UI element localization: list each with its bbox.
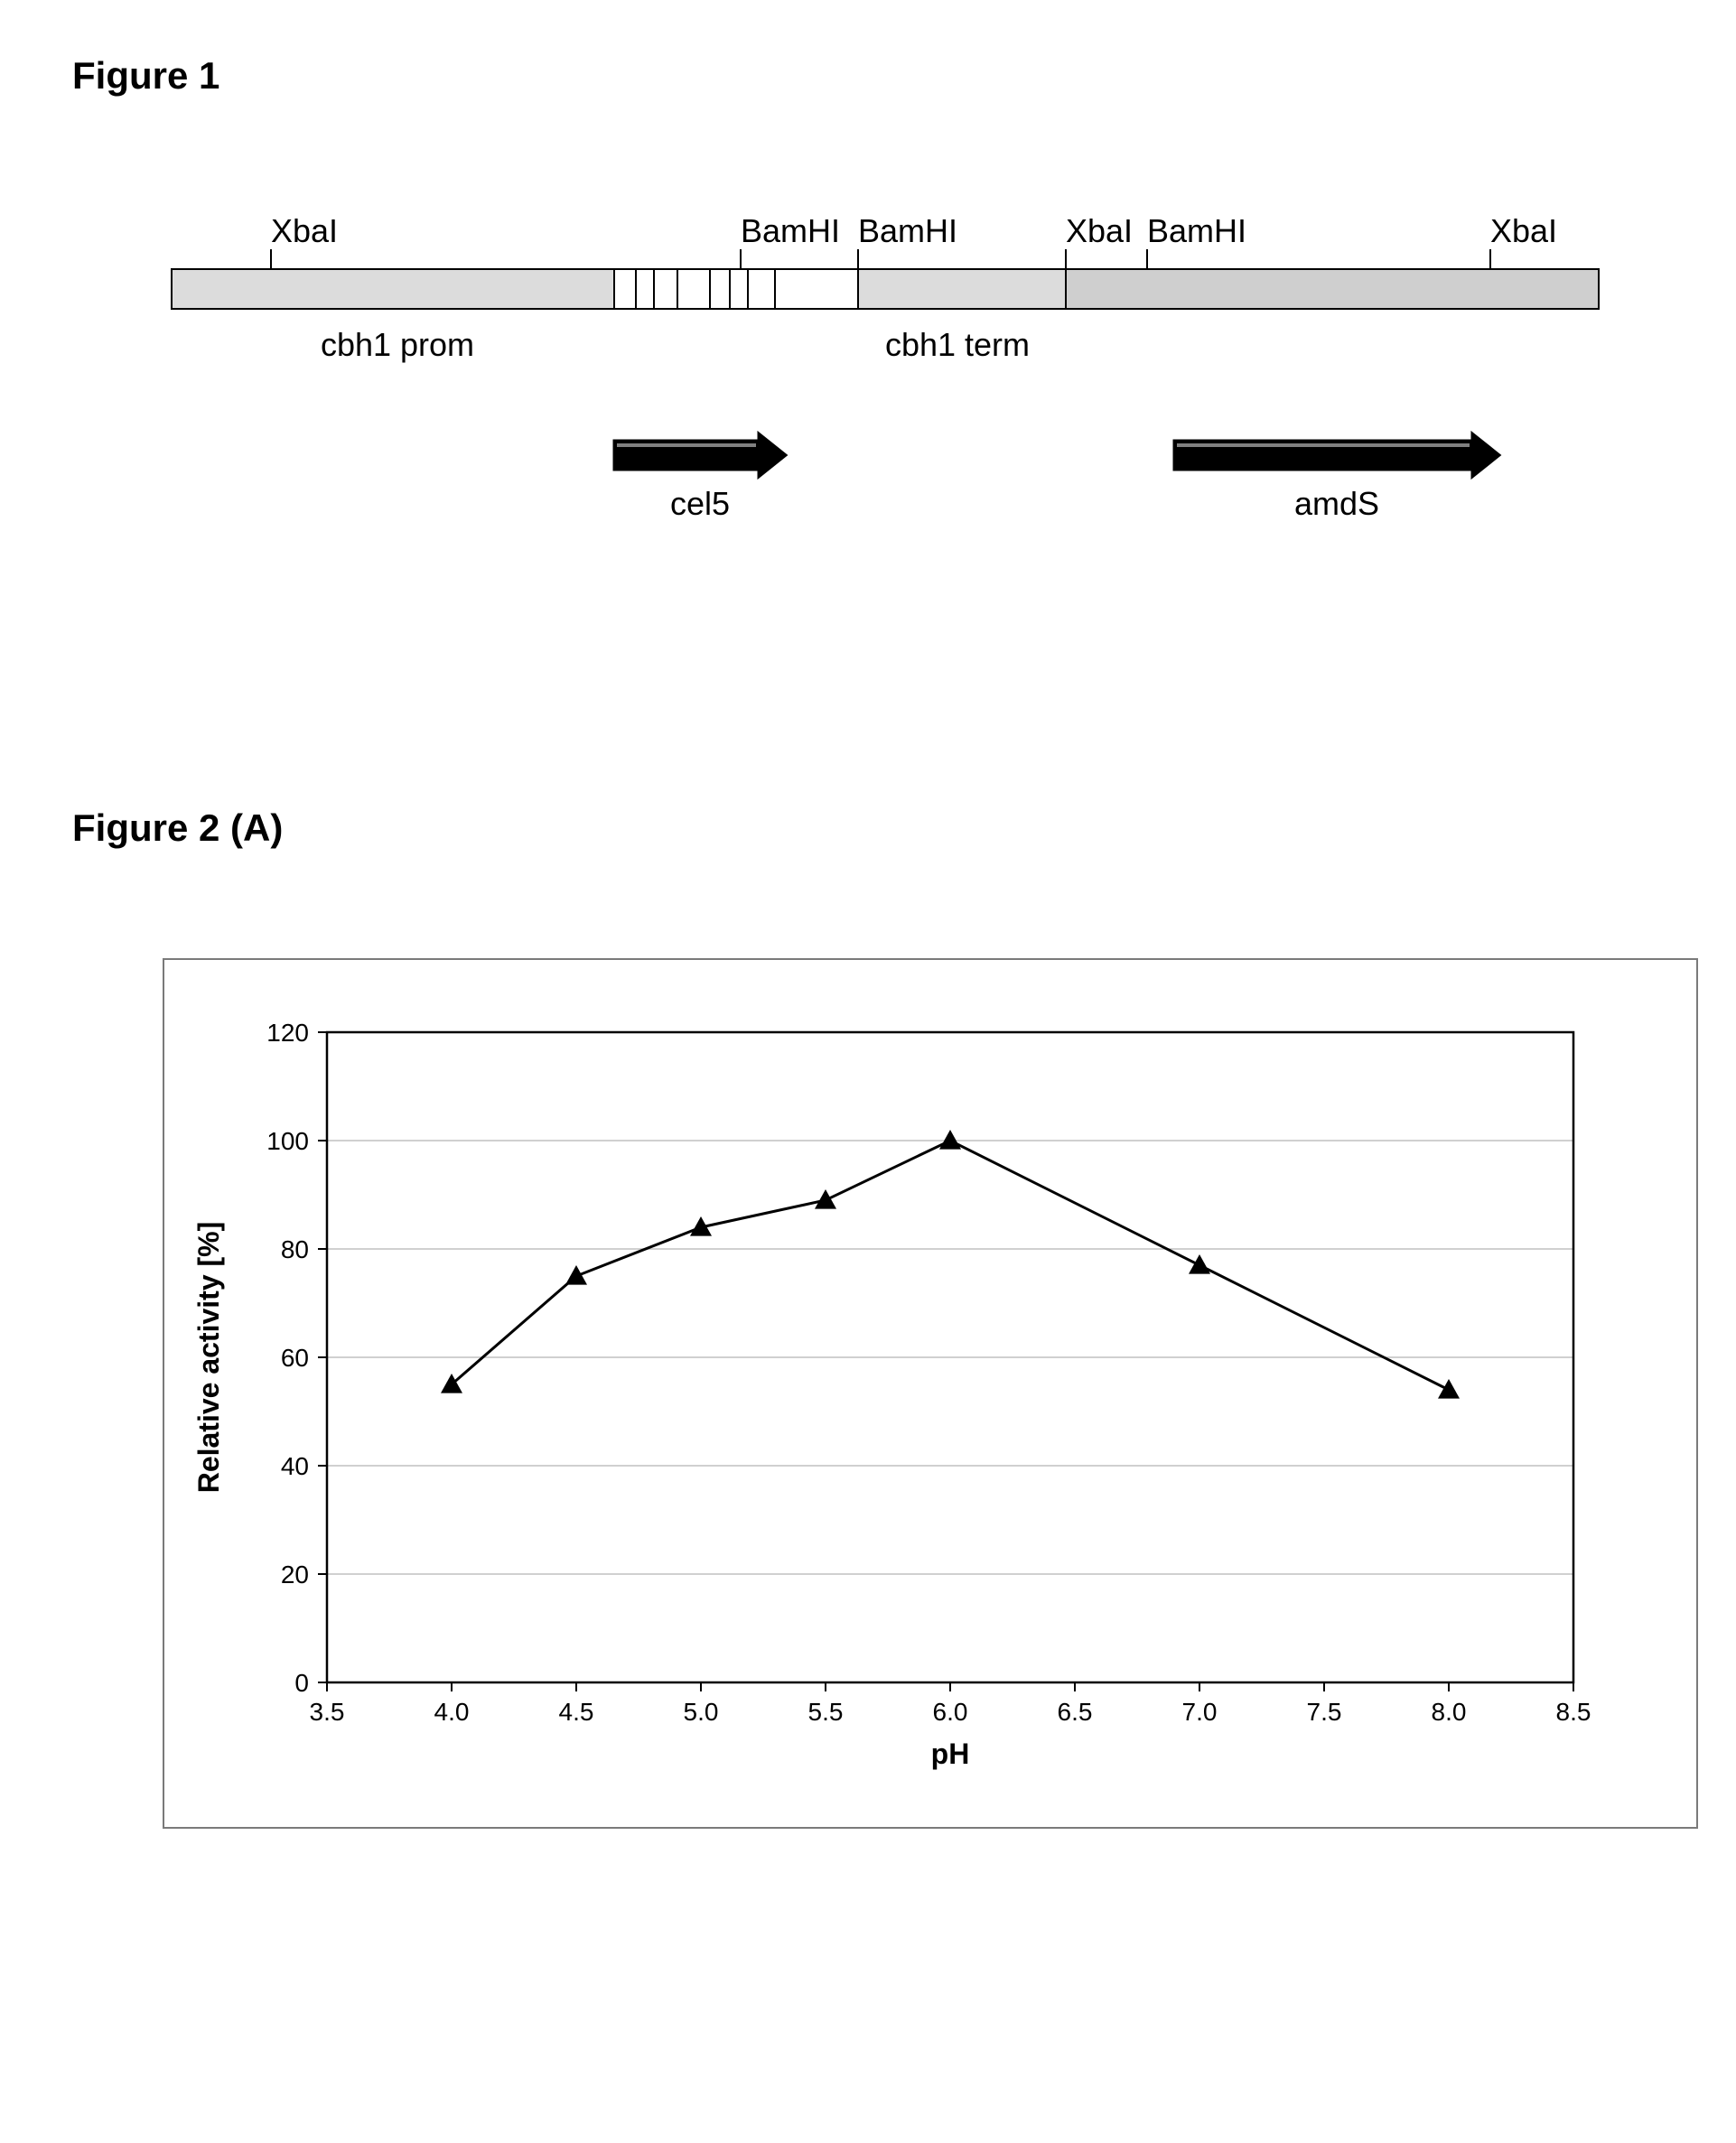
segment-label: cbh1 term (885, 326, 1030, 363)
construct-segment (1066, 269, 1599, 309)
construct-segment (775, 269, 858, 309)
y-tick-label: 80 (281, 1235, 309, 1263)
x-tick-label: 3.5 (310, 1698, 345, 1726)
restriction-site-label: BamHI (1147, 212, 1246, 249)
restriction-site-label: XbaI (1066, 212, 1133, 249)
construct-segment (614, 269, 636, 309)
x-tick-label: 5.0 (684, 1698, 719, 1726)
x-tick-label: 6.5 (1058, 1698, 1093, 1726)
construct-segment (858, 269, 1066, 309)
arrow-label: amdS (1294, 485, 1379, 522)
x-axis-label: pH (931, 1738, 970, 1770)
restriction-site-label: XbaI (1490, 212, 1557, 249)
construct-segment (677, 269, 710, 309)
construct-segment (710, 269, 730, 309)
x-tick-label: 7.5 (1307, 1698, 1342, 1726)
x-tick-label: 4.0 (434, 1698, 470, 1726)
y-tick-label: 100 (266, 1127, 309, 1155)
figure-1-title: Figure 1 (72, 54, 1664, 98)
segment-label: cbh1 prom (321, 326, 474, 363)
construct-segment (748, 269, 775, 309)
figure-2-title: Figure 2 (A) (72, 806, 1664, 850)
figure-2-chart: 0 20 40 60 80 100 120 3.5 4.0 4.5 5.0 5.5 6.0 6.5 7.0 7… (182, 987, 1651, 1800)
data-marker (1189, 1254, 1210, 1274)
y-tick-label: 20 (281, 1561, 309, 1589)
gene-construct-diagram: XbaI BamHI BamHI XbaI BamHI XbaI cbh1 prom cbh1… (163, 206, 1608, 549)
x-tick-label: 8.0 (1432, 1698, 1467, 1726)
figure-2-chart-frame: 0 20 40 60 80 100 120 3.5 4.0 4.5 5.0 5.5 6.0 6.5 7.0 7… (163, 958, 1698, 1829)
y-tick-label: 40 (281, 1452, 309, 1480)
construct-segment (730, 269, 748, 309)
figure-1-diagram: XbaI BamHI BamHI XbaI BamHI XbaI cbh1 prom cbh1… (163, 206, 1664, 554)
restriction-site-label: BamHI (858, 212, 957, 249)
construct-segment (636, 269, 654, 309)
y-tick-label: 60 (281, 1344, 309, 1372)
x-tick-label: 6.0 (933, 1698, 968, 1726)
x-tick-label: 7.0 (1182, 1698, 1218, 1726)
y-tick-label: 120 (266, 1019, 309, 1047)
restriction-site-label: BamHI (741, 212, 840, 249)
data-marker (565, 1265, 587, 1285)
data-marker (815, 1189, 836, 1209)
construct-segment (654, 269, 677, 309)
x-tick-label: 8.5 (1556, 1698, 1591, 1726)
y-tick-label: 0 (294, 1669, 309, 1697)
construct-segment (172, 269, 614, 309)
restriction-site-label: XbaI (271, 212, 338, 249)
arrow-label: cel5 (670, 485, 730, 522)
x-tick-label: 4.5 (559, 1698, 594, 1726)
data-marker (939, 1130, 961, 1150)
x-tick-label: 5.5 (808, 1698, 844, 1726)
y-axis-label: Relative activity [%] (192, 1222, 225, 1494)
data-marker (1438, 1379, 1460, 1399)
data-line (452, 1141, 1449, 1390)
